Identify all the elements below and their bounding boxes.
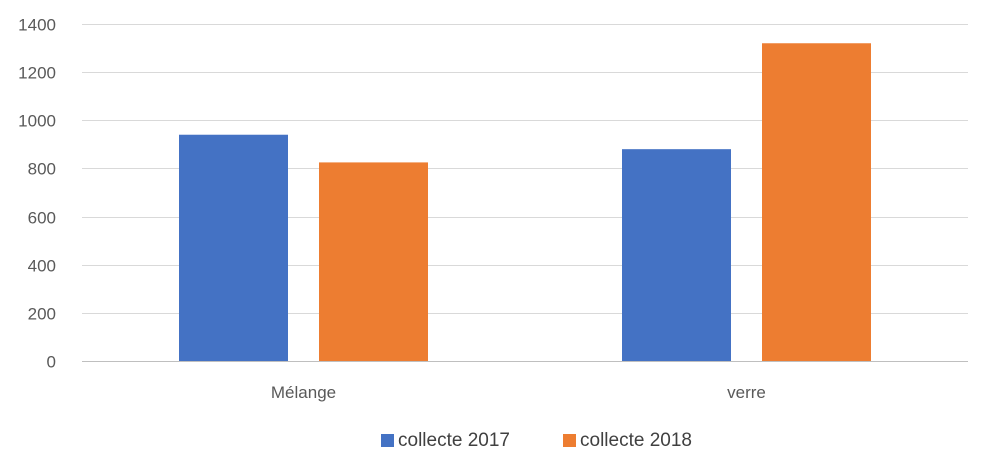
y-tick-label: 0 [47,353,56,372]
y-tick-label: 1400 [18,16,56,35]
legend: collecte 2017 collecte 2018 [381,430,692,451]
x-category-label: Mélange [271,383,336,402]
bars [179,43,871,361]
legend-label: collecte 2018 [580,430,692,451]
legend-swatch [381,434,394,447]
bar-collecte-2018-1 [762,43,871,361]
legend-label: collecte 2017 [398,430,510,451]
bar-collecte-2017-0 [179,134,288,361]
bar-collecte-2018-0 [319,162,428,361]
y-tick-label: 1000 [18,112,56,131]
y-tick-label: 1200 [18,64,56,83]
bar-collecte-2017-1 [622,149,731,361]
y-axis-tick-labels: 0 200 400 600 800 1000 1200 1400 [18,16,56,372]
legend-swatch [563,434,576,447]
y-tick-label: 200 [28,305,56,324]
y-tick-label: 400 [28,257,56,276]
y-tick-label: 600 [28,209,56,228]
x-axis-category-labels: Mélange verre [271,383,766,402]
y-tick-label: 800 [28,160,56,179]
x-category-label: verre [727,383,766,402]
